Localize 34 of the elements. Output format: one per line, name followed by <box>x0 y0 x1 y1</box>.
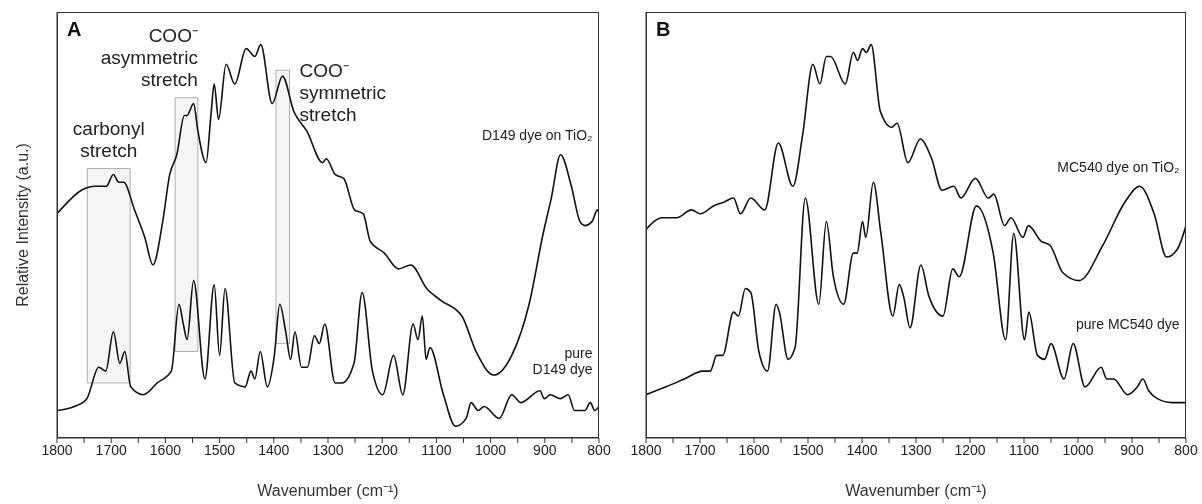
x-tick-label: 1700 <box>95 441 127 458</box>
x-tick-label: 800 <box>587 441 611 458</box>
x-axis-title: Wavenumber (cm⁻¹) <box>257 482 399 499</box>
x-tick-label: 1300 <box>900 441 932 458</box>
x-tick-label: 1500 <box>204 441 236 458</box>
x-tick-label: 1800 <box>630 441 662 458</box>
x-tick-label: 1600 <box>738 441 770 458</box>
x-tick-label: 1100 <box>421 441 452 458</box>
x-tick-label: 1200 <box>954 441 986 458</box>
x-tick-label: 900 <box>533 441 557 458</box>
x-tick-label: 1400 <box>846 441 878 458</box>
x-tick-label: 1000 <box>475 441 507 458</box>
x-tick-label: 1000 <box>1062 441 1094 458</box>
band-label: COO⁻ asymmetric stretch <box>100 24 198 90</box>
x-tick-label: 1400 <box>258 441 290 458</box>
series-label: pure D149 dye <box>532 345 593 378</box>
x-tick-label: 1100 <box>1008 441 1040 458</box>
text: B <box>656 18 671 41</box>
text: A <box>67 18 82 41</box>
x-tick-label: 1500 <box>792 441 824 458</box>
band-label: COO⁻ symmetric stretch <box>299 59 387 125</box>
x-tick-label: 1300 <box>312 441 344 458</box>
x-tick-label: 1600 <box>149 441 182 458</box>
y-axis-title: Relative Intensity (a.u.) <box>13 143 31 307</box>
x-axis-title: Wavenumber (cm⁻¹) <box>845 482 987 499</box>
series-label: pure MC540 dye <box>1076 315 1180 332</box>
x-tick-label: 900 <box>1120 441 1144 458</box>
text: MC540 dye on TiO₂ <box>1057 158 1180 175</box>
x-tick-label: 1800 <box>41 441 73 458</box>
band-label: carbonyl stretch <box>72 117 145 161</box>
x-tick-label: 1700 <box>684 441 716 458</box>
x-tick-label: 1200 <box>366 441 398 458</box>
text: D149 dye on TiO₂ <box>482 127 593 144</box>
x-tick-label: 800 <box>1174 441 1198 458</box>
